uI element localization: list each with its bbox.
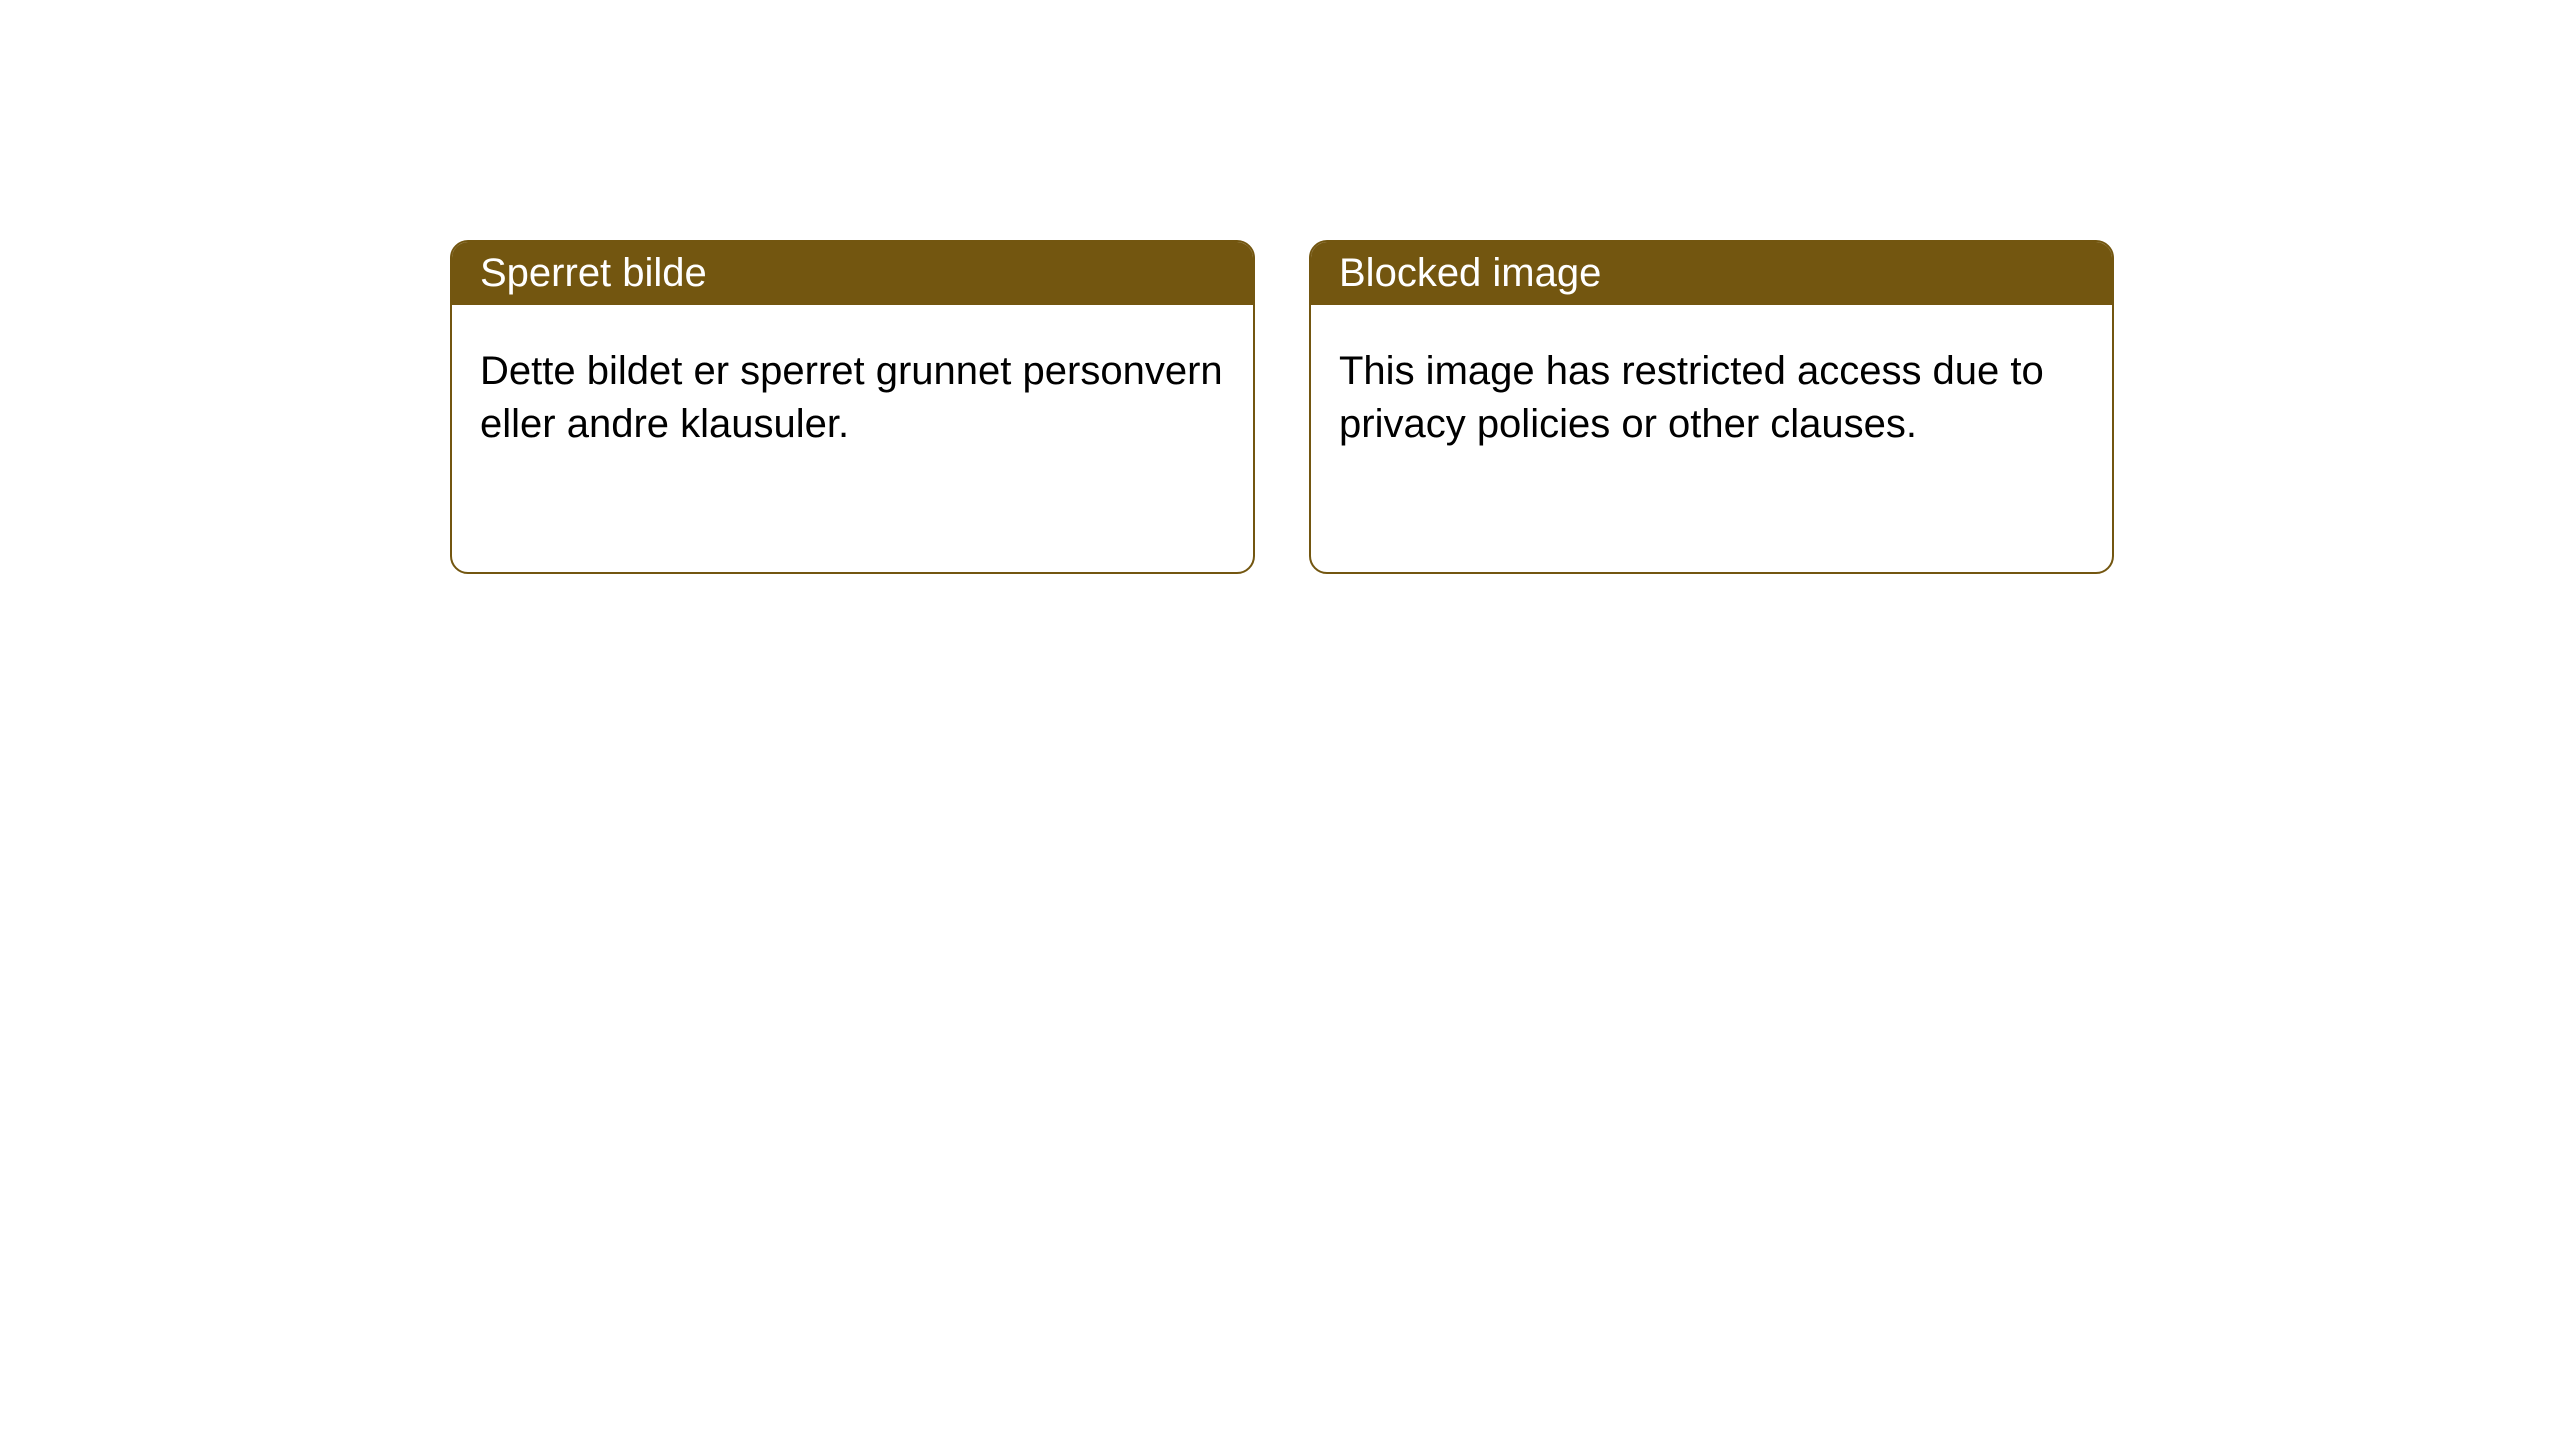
- card-body-text: This image has restricted access due to …: [1339, 349, 2044, 446]
- card-title: Blocked image: [1339, 251, 1601, 295]
- card-header: Sperret bilde: [452, 242, 1253, 305]
- card-header: Blocked image: [1311, 242, 2112, 305]
- blocked-image-card-no: Sperret bilde Dette bildet er sperret gr…: [450, 240, 1255, 574]
- card-body: Dette bildet er sperret grunnet personve…: [452, 305, 1253, 491]
- card-title: Sperret bilde: [480, 251, 707, 295]
- notice-cards-container: Sperret bilde Dette bildet er sperret gr…: [0, 0, 2560, 574]
- blocked-image-card-en: Blocked image This image has restricted …: [1309, 240, 2114, 574]
- card-body: This image has restricted access due to …: [1311, 305, 2112, 491]
- card-body-text: Dette bildet er sperret grunnet personve…: [480, 349, 1223, 446]
